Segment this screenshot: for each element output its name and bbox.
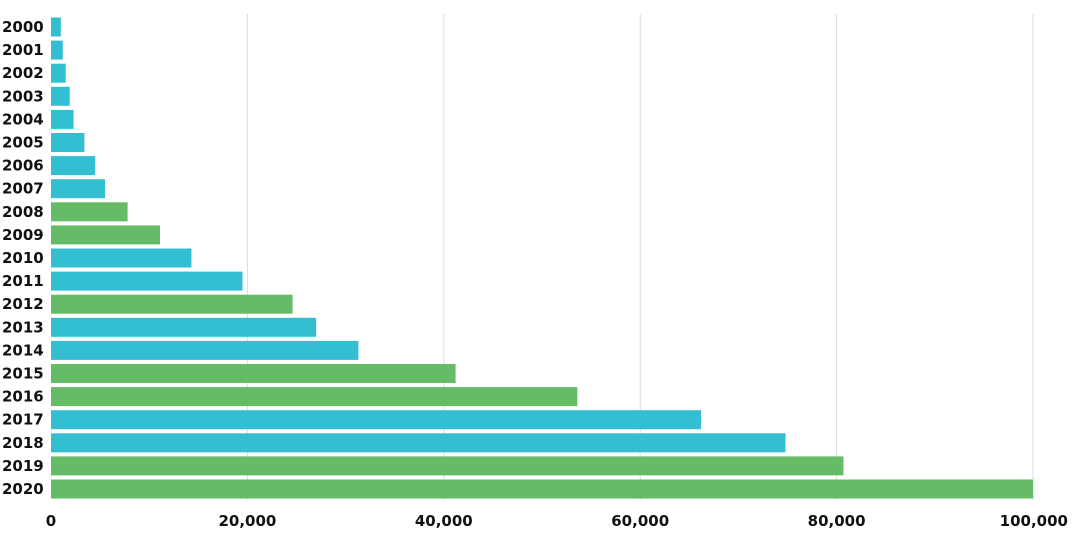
category-labels: 2000 2001 2002 2003 2004 2005 2006 2007 2008 2009… bbox=[2, 18, 44, 498]
category-label-2017: 2017 bbox=[2, 411, 44, 429]
category-label-2000: 2000 bbox=[2, 18, 44, 36]
category-label-2018: 2018 bbox=[2, 434, 44, 452]
category-label-2010: 2010 bbox=[2, 249, 44, 267]
category-label-2020: 2020 bbox=[2, 480, 44, 498]
bar-2009 bbox=[51, 225, 161, 245]
bar-2019 bbox=[51, 456, 844, 476]
category-label-2002: 2002 bbox=[2, 64, 44, 82]
category-label-2006: 2006 bbox=[2, 157, 44, 175]
bar-2018 bbox=[51, 433, 786, 453]
category-label-2001: 2001 bbox=[2, 41, 44, 59]
bar-2012 bbox=[51, 294, 293, 314]
bar-2004 bbox=[51, 109, 74, 129]
bar-2006 bbox=[51, 156, 96, 176]
x-axis-tick-labels: 0 20,000 40,000 60,000 80,000 100,000 bbox=[46, 512, 1068, 530]
bar-2020 bbox=[51, 479, 1033, 499]
category-label-2019: 2019 bbox=[2, 457, 44, 475]
category-label-2014: 2014 bbox=[2, 341, 44, 359]
category-label-2015: 2015 bbox=[2, 365, 44, 383]
bars bbox=[51, 17, 1033, 499]
bar-2003 bbox=[51, 86, 70, 106]
category-label-2011: 2011 bbox=[2, 272, 44, 290]
category-label-2004: 2004 bbox=[2, 110, 44, 128]
bar-2015 bbox=[51, 364, 456, 383]
bar-2007 bbox=[51, 179, 106, 199]
category-label-2007: 2007 bbox=[2, 180, 44, 198]
bar-2016 bbox=[51, 387, 578, 407]
x-tick-label-40,000: 40,000 bbox=[415, 512, 473, 530]
bar-2011 bbox=[51, 271, 243, 291]
category-label-2012: 2012 bbox=[2, 295, 44, 313]
bar-2001 bbox=[51, 40, 63, 60]
bar-2005 bbox=[51, 133, 85, 152]
x-tick-label-60,000: 60,000 bbox=[611, 512, 669, 530]
bar-2014 bbox=[51, 340, 359, 360]
x-tick-label-0: 0 bbox=[46, 512, 56, 530]
category-label-2005: 2005 bbox=[2, 134, 44, 152]
bar-2010 bbox=[51, 248, 192, 268]
x-tick-label-80,000: 80,000 bbox=[808, 512, 866, 530]
category-label-2009: 2009 bbox=[2, 226, 44, 244]
x-tick-label-20,000: 20,000 bbox=[218, 512, 276, 530]
bar-2008 bbox=[51, 202, 128, 222]
bar-2013 bbox=[51, 317, 317, 337]
bar-2017 bbox=[51, 410, 702, 430]
category-label-2003: 2003 bbox=[2, 87, 44, 105]
category-label-2016: 2016 bbox=[2, 388, 44, 406]
bar-2000 bbox=[51, 17, 61, 37]
x-tick-label-100,000: 100,000 bbox=[1000, 512, 1068, 530]
bar-2002 bbox=[51, 63, 66, 83]
category-label-2008: 2008 bbox=[2, 203, 44, 221]
category-label-2013: 2013 bbox=[2, 318, 44, 336]
